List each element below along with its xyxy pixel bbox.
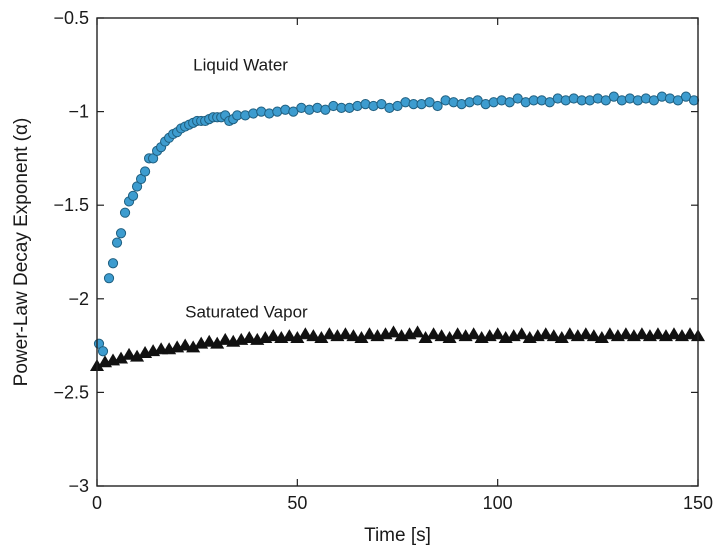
series-liquid-water xyxy=(93,91,700,357)
saturated-vapor-point xyxy=(450,327,465,340)
liquid-water-point xyxy=(115,228,127,239)
liquid-water-point xyxy=(107,258,119,269)
saturated-vapor-point xyxy=(298,327,313,340)
saturated-vapor-point xyxy=(586,329,601,342)
liquid-water-point xyxy=(119,207,131,218)
annotation-saturated-vapor: Saturated Vapor xyxy=(185,303,308,322)
saturated-vapor-point xyxy=(362,327,377,340)
saturated-vapor-point xyxy=(202,334,217,347)
saturated-vapor-point xyxy=(434,329,449,342)
y-tick-label: −1.5 xyxy=(53,195,89,215)
saturated-vapor-point xyxy=(634,327,649,340)
x-axis-label: Time [s] xyxy=(364,525,431,546)
annotation-liquid-water: Liquid Water xyxy=(193,55,288,74)
liquid-water-point xyxy=(111,237,123,248)
saturated-vapor-point xyxy=(666,327,681,340)
x-tick-label: 0 xyxy=(92,493,102,513)
series-layer xyxy=(89,91,706,372)
saturated-vapor-point xyxy=(178,338,193,351)
x-tick-label: 50 xyxy=(287,493,307,513)
saturated-vapor-point xyxy=(426,327,441,340)
liquid-water-point xyxy=(97,346,109,357)
x-tick-label: 100 xyxy=(483,493,513,513)
liquid-water-point xyxy=(127,190,139,201)
saturated-vapor-point xyxy=(650,327,665,340)
saturated-vapor-point xyxy=(618,327,633,340)
saturated-vapor-point xyxy=(386,325,401,338)
y-tick-label: −2 xyxy=(68,289,89,309)
series-saturated-vapor xyxy=(89,325,706,372)
y-tick-label: −2.5 xyxy=(53,382,89,402)
liquid-water-point xyxy=(139,166,151,177)
saturated-vapor-point xyxy=(602,327,617,340)
saturated-vapor-point xyxy=(122,347,137,360)
liquid-water-point xyxy=(103,273,115,284)
y-tick-label: −0.5 xyxy=(53,8,89,28)
y-axis-label: Power-Law Decay Exponent (α) xyxy=(11,118,32,387)
saturated-vapor-point xyxy=(682,327,698,340)
saturated-vapor-point xyxy=(266,329,281,342)
y-tick-label: −1 xyxy=(68,102,89,122)
saturated-vapor-point xyxy=(282,329,297,342)
plot-frame xyxy=(96,17,699,487)
ticks-layer xyxy=(96,17,699,487)
saturated-vapor-point xyxy=(562,327,577,340)
saturated-vapor-point xyxy=(338,327,353,340)
saturated-vapor-point xyxy=(410,325,425,338)
saturated-vapor-point xyxy=(546,329,561,342)
saturated-vapor-point xyxy=(538,327,553,340)
saturated-vapor-point xyxy=(466,327,481,340)
saturated-vapor-point xyxy=(218,332,233,345)
saturated-vapor-point xyxy=(346,329,361,342)
saturated-vapor-point xyxy=(514,327,529,340)
x-tick-label: 150 xyxy=(683,493,713,513)
liquid-water-point xyxy=(432,100,443,112)
saturated-vapor-point xyxy=(490,327,505,340)
saturated-vapor-point xyxy=(306,329,321,342)
labels-layer: 0 50 100 150 −3 −2.5 −2 −1.5 −1 −0.5 Liquid Water S… xyxy=(53,8,713,513)
y-tick-label: −3 xyxy=(68,476,89,496)
liquid-water-point xyxy=(688,95,700,106)
saturated-vapor-point xyxy=(322,327,337,340)
saturated-vapor-point xyxy=(578,327,593,340)
saturated-vapor-point xyxy=(242,331,257,343)
